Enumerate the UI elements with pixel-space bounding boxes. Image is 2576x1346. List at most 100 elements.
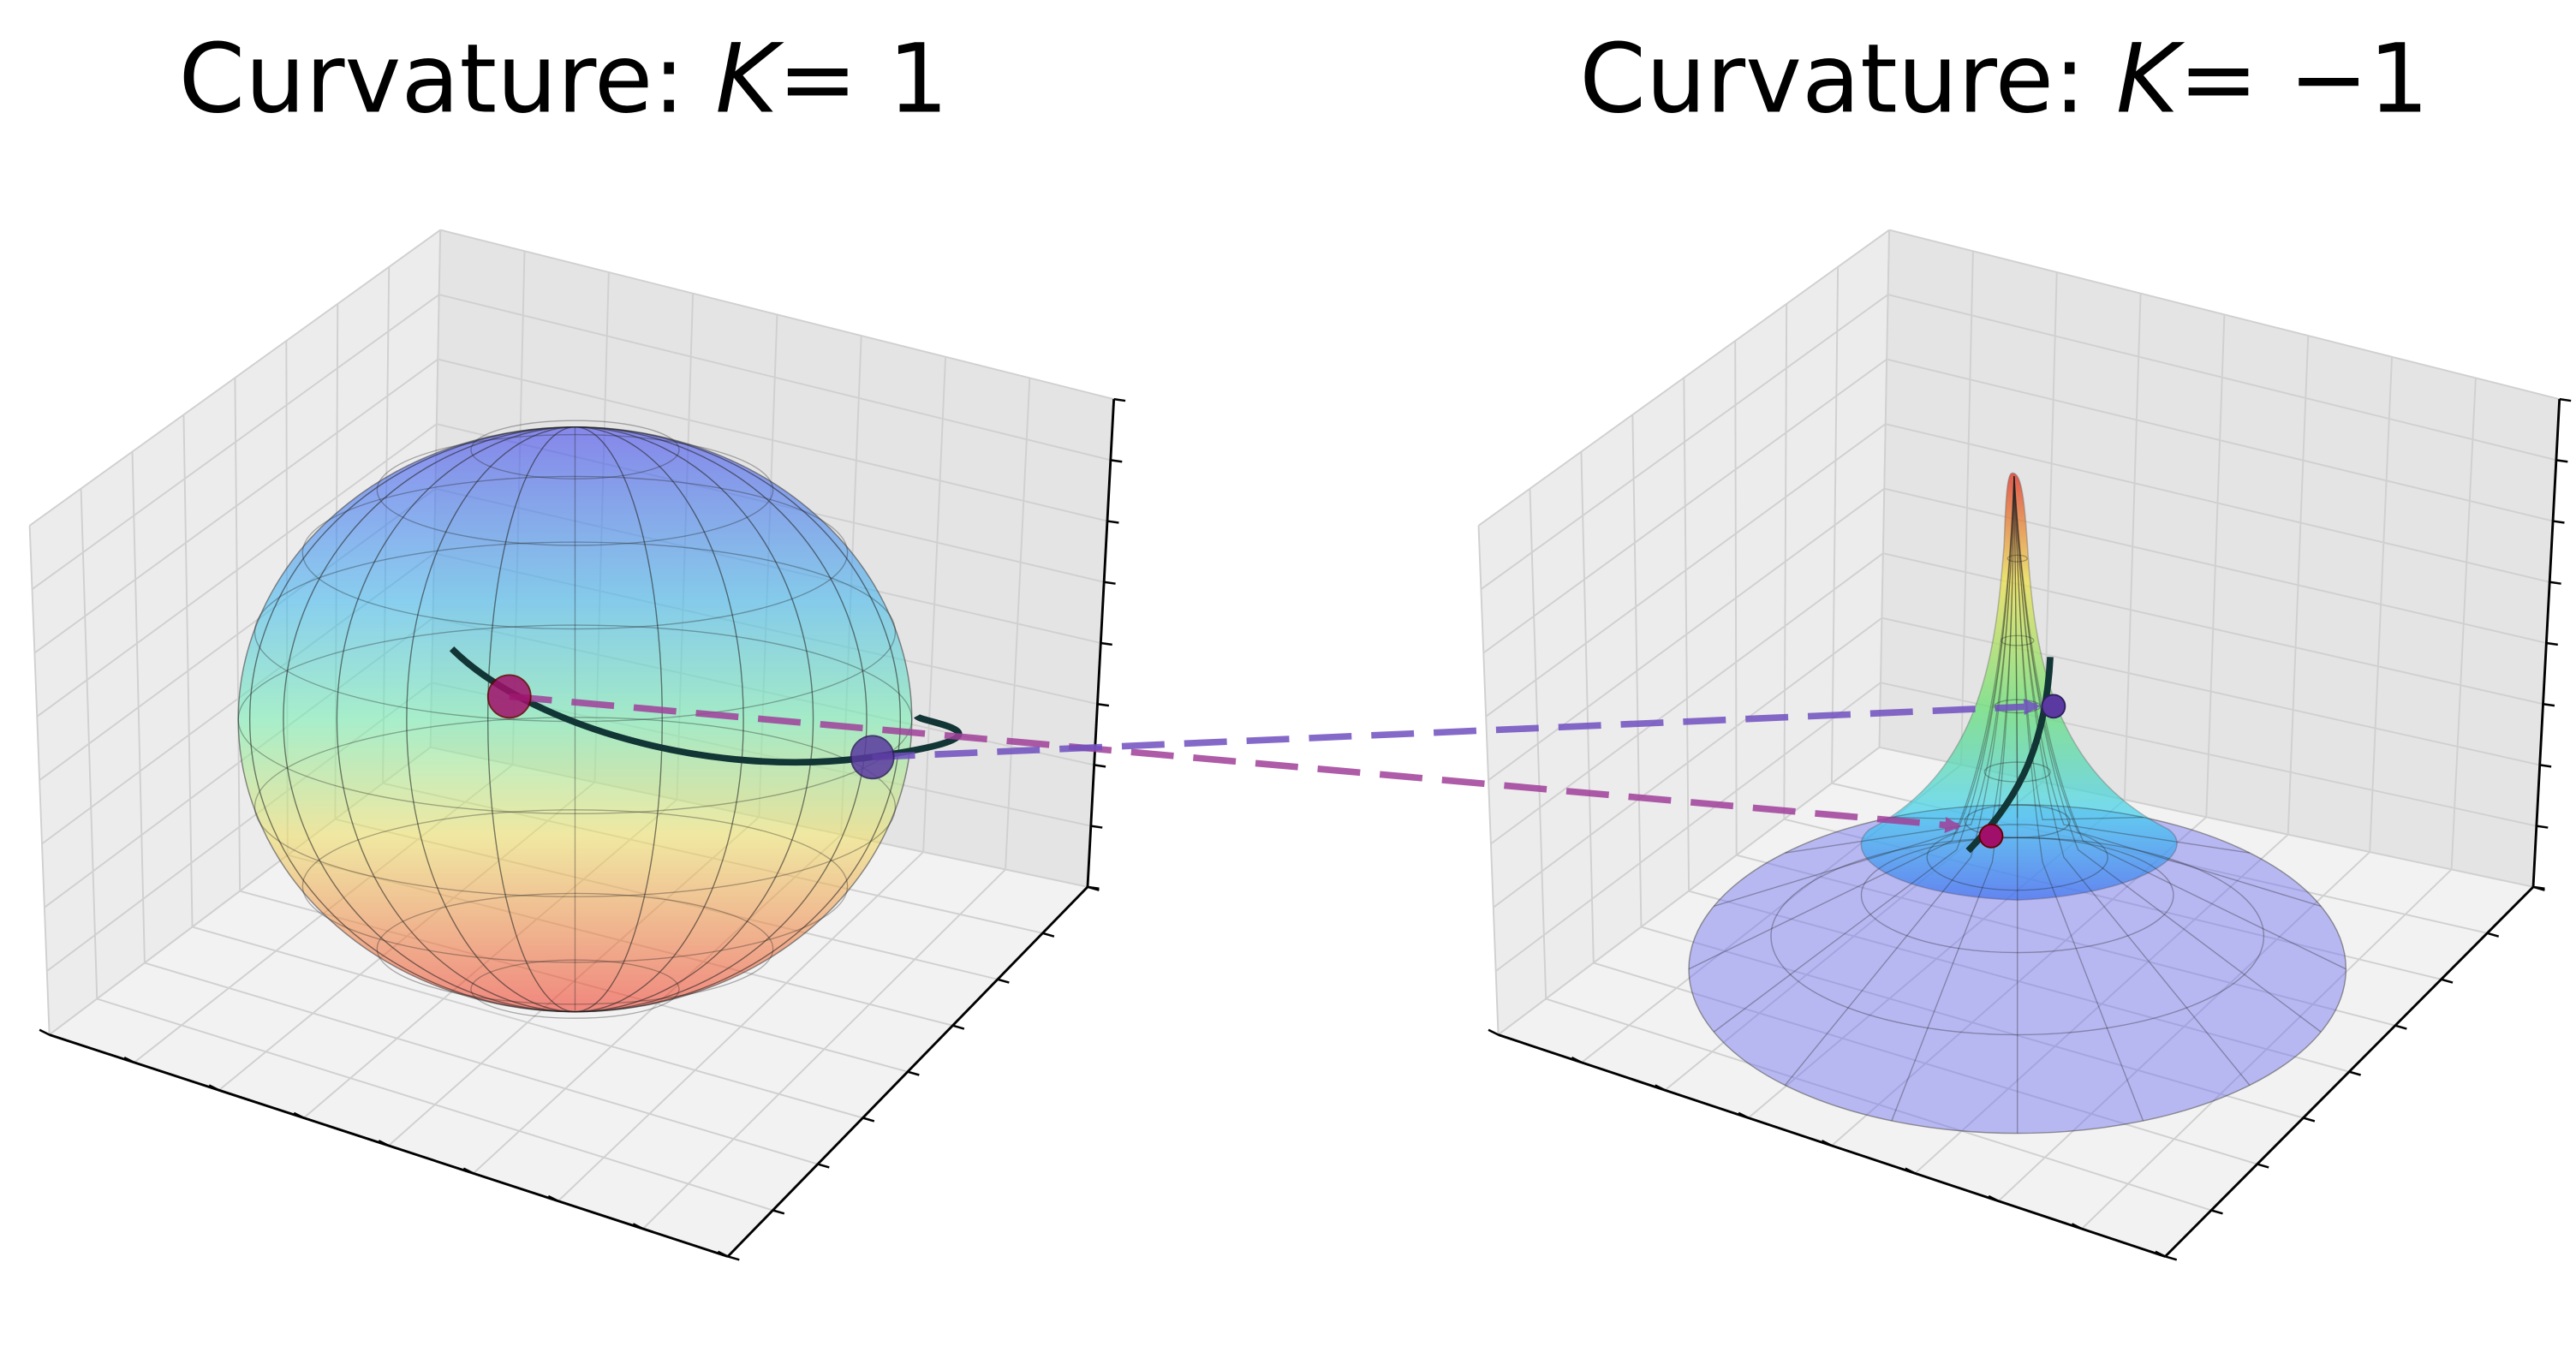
wireframe xyxy=(283,426,868,1013)
tick xyxy=(1738,1111,1750,1119)
tick xyxy=(2394,1024,2407,1030)
title-value: = −1 xyxy=(2179,24,2430,134)
tick xyxy=(2071,1223,2083,1230)
pseudosphere xyxy=(1688,472,2347,1135)
wireframe xyxy=(470,420,680,479)
grid-line xyxy=(1783,303,1788,819)
tick xyxy=(1042,932,1055,938)
wireframe xyxy=(2013,476,2322,907)
tick xyxy=(1100,641,1112,646)
grid-line xyxy=(558,851,924,1202)
tick xyxy=(727,1255,740,1261)
wireframe xyxy=(237,426,913,1013)
tick xyxy=(123,1056,135,1063)
title-prefix: Curvature: xyxy=(179,24,716,134)
tick xyxy=(1103,581,1116,585)
tick xyxy=(2555,459,2568,463)
wireframe xyxy=(1994,699,2042,714)
geodesic-curve xyxy=(449,646,963,766)
tick xyxy=(462,1167,474,1175)
grid-line xyxy=(1914,833,2289,1175)
wireframe xyxy=(301,809,849,963)
tick xyxy=(2486,932,2500,938)
wireframe xyxy=(336,426,814,1013)
tick xyxy=(2549,581,2561,585)
wireframe xyxy=(1964,804,2071,838)
tick xyxy=(2210,1209,2223,1215)
tick xyxy=(2536,825,2549,829)
tick xyxy=(1488,1028,1500,1036)
wireframe xyxy=(1713,476,2015,1033)
panel-title: Curvature: K= −1 xyxy=(1579,24,2429,134)
title-symbol: K xyxy=(715,24,784,134)
point xyxy=(2041,694,2066,719)
wireframe xyxy=(283,426,868,1013)
wireframe xyxy=(2013,476,2346,970)
tick xyxy=(1905,1167,1916,1175)
tick xyxy=(1988,1194,2000,1202)
tick xyxy=(1655,1084,1666,1092)
wireframe xyxy=(248,426,901,1013)
wireframe xyxy=(2013,476,2144,821)
grid-line xyxy=(2287,336,2310,835)
tick xyxy=(1113,397,1126,402)
grid-line xyxy=(1493,616,1883,908)
wireframe xyxy=(376,433,774,546)
connection-line xyxy=(872,698,2041,761)
grid-line xyxy=(1736,854,2396,1027)
grid-line xyxy=(1830,266,1840,783)
tick xyxy=(2543,702,2555,707)
tick xyxy=(547,1194,559,1202)
tick xyxy=(2257,1163,2269,1169)
tick xyxy=(2155,1250,2166,1258)
tick xyxy=(2546,641,2558,646)
tick xyxy=(208,1084,220,1092)
grid-line xyxy=(1488,487,1885,781)
wireframe xyxy=(487,426,663,1013)
wireframe xyxy=(406,426,744,1013)
grid-line xyxy=(1884,487,2547,644)
tick xyxy=(2164,1255,2178,1261)
wireframe xyxy=(487,426,663,1013)
tick xyxy=(2559,397,2572,402)
grid-line xyxy=(1005,378,1031,870)
wireframe xyxy=(1714,476,2015,907)
tick xyxy=(2348,1070,2361,1076)
tick xyxy=(2552,520,2565,524)
wireframe xyxy=(1785,476,2015,854)
wireframe xyxy=(1688,804,2347,1135)
pane xyxy=(1498,747,2534,1257)
tick xyxy=(1571,1056,1583,1063)
tick xyxy=(1094,764,1106,768)
wireframe xyxy=(237,624,913,814)
tick xyxy=(997,978,1010,984)
grid-line xyxy=(2369,356,2394,853)
wireframe xyxy=(336,426,814,1013)
grid-line xyxy=(1997,851,2370,1202)
grid-line xyxy=(1881,616,2540,766)
wireframe xyxy=(301,475,849,630)
wireframe xyxy=(253,717,897,897)
tick xyxy=(1821,1140,1833,1147)
wireframe xyxy=(2013,476,2018,819)
tick xyxy=(907,1070,920,1076)
wireframe xyxy=(470,959,680,1019)
tick xyxy=(2441,978,2454,984)
tick xyxy=(39,1028,51,1036)
point xyxy=(850,735,895,780)
point xyxy=(1978,823,2004,849)
tick xyxy=(1106,520,1119,524)
point xyxy=(486,674,532,719)
grid-line xyxy=(2450,378,2477,870)
wireframe xyxy=(406,426,744,1013)
wireframe xyxy=(376,892,774,1005)
title-symbol: K xyxy=(2116,24,2185,134)
tick xyxy=(632,1223,644,1230)
grid-line xyxy=(1882,552,2543,706)
wireframe xyxy=(248,426,901,1013)
tick xyxy=(1087,885,1100,890)
tick xyxy=(2303,1117,2316,1123)
tick xyxy=(2532,885,2545,890)
